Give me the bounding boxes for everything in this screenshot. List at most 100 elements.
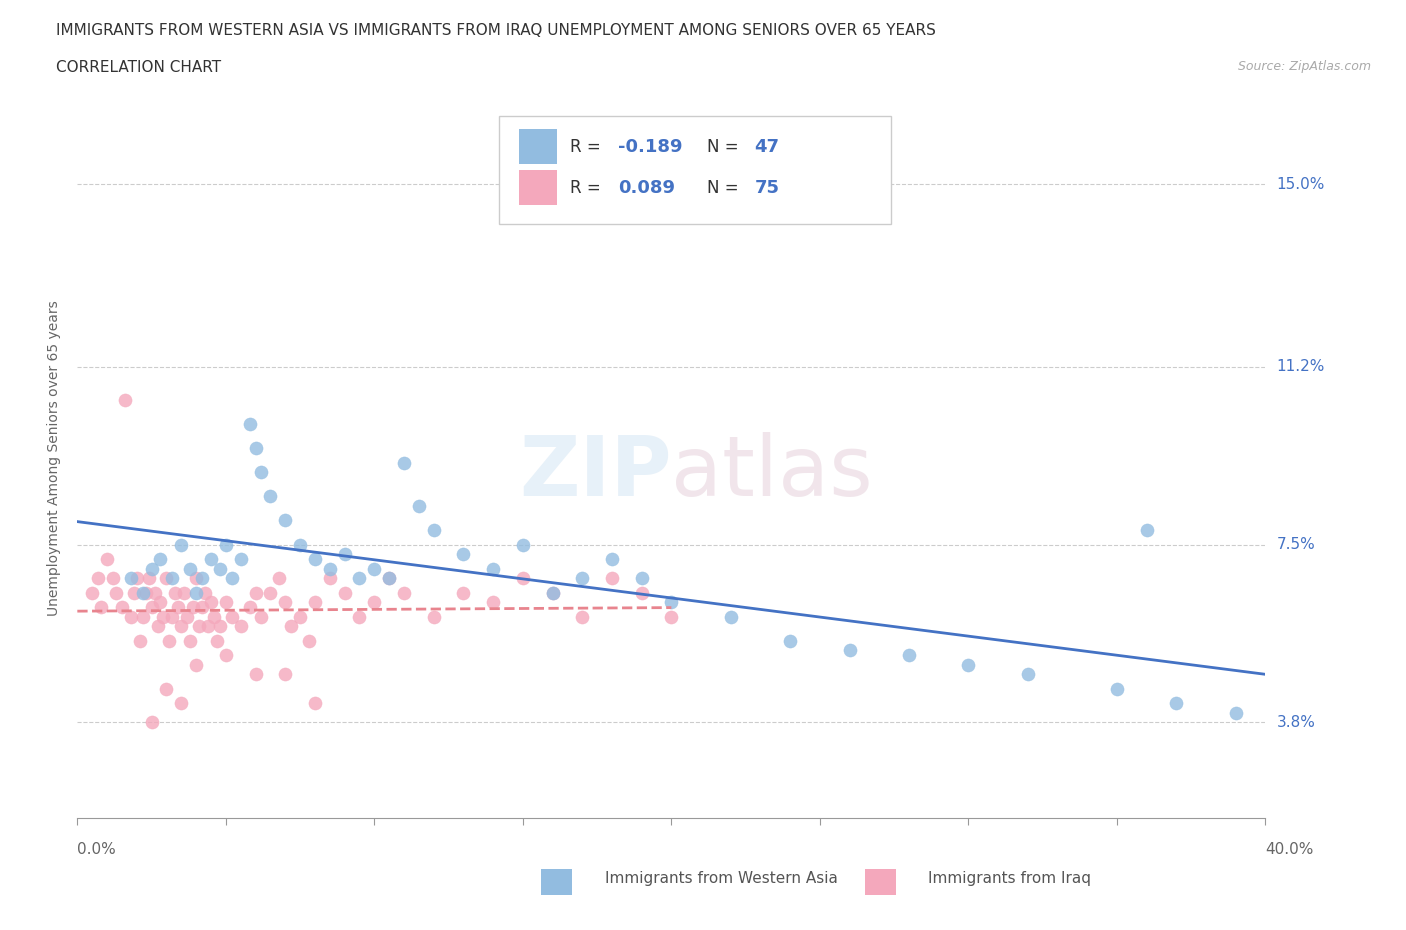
Point [898, 647, 921, 662]
Point [349, 571, 371, 586]
Point [205, 633, 228, 648]
Point [274, 667, 297, 682]
Point [392, 456, 415, 471]
Point [288, 538, 311, 552]
Point [181, 600, 204, 615]
Point [104, 585, 127, 600]
Point [143, 585, 166, 600]
Point [141, 715, 163, 730]
Point [274, 595, 297, 610]
Point [298, 633, 321, 648]
Point [229, 551, 252, 566]
Point [170, 538, 193, 552]
Point [200, 595, 222, 610]
Text: 15.0%: 15.0% [1277, 177, 1324, 192]
Text: Immigrants from Iraq: Immigrants from Iraq [928, 871, 1091, 886]
Point [1135, 523, 1157, 538]
Point [274, 513, 297, 528]
Point [957, 658, 980, 672]
Point [194, 585, 217, 600]
Point [245, 441, 267, 456]
Point [114, 393, 136, 408]
Point [378, 571, 401, 586]
Point [131, 585, 153, 600]
Text: 7.5%: 7.5% [1277, 537, 1315, 552]
Text: 75: 75 [755, 179, 779, 197]
Point [363, 561, 385, 576]
Point [239, 600, 262, 615]
Point [453, 547, 475, 562]
Point [408, 498, 430, 513]
Point [630, 585, 652, 600]
Point [280, 618, 302, 633]
Point [208, 561, 231, 576]
Point [304, 595, 326, 610]
Point [152, 609, 174, 624]
Point [155, 681, 177, 696]
Point [422, 609, 444, 624]
Point [250, 609, 273, 624]
Point [186, 658, 208, 672]
Point [1166, 696, 1188, 711]
Point [319, 561, 342, 576]
Text: N =: N = [707, 138, 744, 155]
Point [200, 551, 222, 566]
Point [541, 585, 564, 600]
Point [215, 538, 238, 552]
Point [141, 600, 163, 615]
FancyBboxPatch shape [519, 170, 557, 205]
Point [186, 571, 208, 586]
Point [392, 585, 415, 600]
Point [162, 609, 184, 624]
Point [482, 561, 505, 576]
Point [131, 609, 153, 624]
Text: Source: ZipAtlas.com: Source: ZipAtlas.com [1237, 60, 1371, 73]
Text: CORRELATION CHART: CORRELATION CHART [56, 60, 221, 75]
Text: -0.189: -0.189 [617, 138, 682, 155]
Point [720, 609, 742, 624]
Point [170, 618, 193, 633]
Point [120, 609, 142, 624]
Point [186, 585, 208, 600]
Point [250, 465, 273, 480]
Point [111, 600, 134, 615]
Point [149, 551, 172, 566]
Point [176, 609, 198, 624]
Point [208, 618, 231, 633]
Point [571, 571, 593, 586]
Point [173, 585, 195, 600]
Point [304, 551, 326, 566]
Point [600, 551, 623, 566]
Point [453, 585, 475, 600]
Point [1105, 681, 1128, 696]
Point [333, 585, 356, 600]
Point [135, 585, 157, 600]
Point [245, 667, 267, 682]
Point [245, 585, 267, 600]
Point [378, 571, 401, 586]
Point [259, 585, 281, 600]
Point [333, 547, 356, 562]
FancyBboxPatch shape [519, 129, 557, 164]
Point [630, 571, 652, 586]
Point [90, 600, 112, 615]
Point [229, 618, 252, 633]
Text: R =: R = [571, 179, 606, 197]
Point [128, 633, 150, 648]
Point [125, 571, 148, 586]
Point [188, 618, 211, 633]
Text: atlas: atlas [672, 432, 873, 513]
Point [122, 585, 145, 600]
Point [191, 571, 214, 586]
Text: ZIP: ZIP [519, 432, 672, 513]
Point [512, 571, 534, 586]
Point [96, 551, 118, 566]
Point [571, 609, 593, 624]
Y-axis label: Unemployment Among Seniors over 65 years: Unemployment Among Seniors over 65 years [48, 300, 62, 616]
Point [179, 633, 201, 648]
Point [138, 571, 160, 586]
Point [600, 571, 623, 586]
Point [239, 417, 262, 432]
Point [146, 618, 169, 633]
Point [482, 595, 505, 610]
